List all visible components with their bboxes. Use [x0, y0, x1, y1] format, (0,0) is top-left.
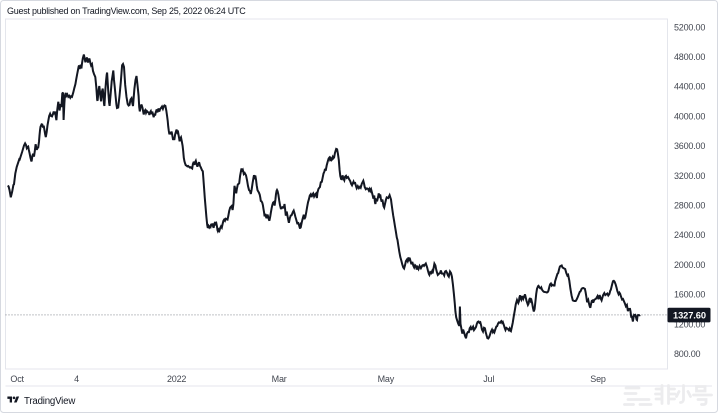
svg-text:Sep: Sep	[590, 374, 606, 384]
svg-text:1327.60: 1327.60	[673, 311, 706, 321]
svg-text:1200.00: 1200.00	[674, 319, 705, 329]
svg-text:Jul: Jul	[483, 374, 494, 384]
svg-text:3600.00: 3600.00	[674, 141, 705, 151]
svg-text:4400.00: 4400.00	[674, 82, 705, 92]
svg-text:4000.00: 4000.00	[674, 111, 705, 121]
svg-text:TradingView: TradingView	[24, 396, 76, 407]
svg-text:800.00: 800.00	[674, 349, 701, 359]
svg-text:4800.00: 4800.00	[674, 52, 705, 62]
svg-text:3200.00: 3200.00	[674, 171, 705, 181]
svg-text:Mar: Mar	[272, 374, 287, 384]
svg-text:Guest published on TradingView: Guest published on TradingView.com, Sep …	[7, 6, 246, 16]
svg-text:1600.00: 1600.00	[674, 290, 705, 300]
svg-text:2022: 2022	[167, 374, 186, 384]
svg-text:2800.00: 2800.00	[674, 201, 705, 211]
svg-text:2400.00: 2400.00	[674, 230, 705, 240]
svg-text:May: May	[378, 374, 395, 384]
svg-text:5200.00: 5200.00	[674, 22, 705, 32]
svg-text:4: 4	[74, 374, 79, 384]
svg-text:Oct: Oct	[10, 374, 24, 384]
svg-text:2000.00: 2000.00	[674, 260, 705, 270]
